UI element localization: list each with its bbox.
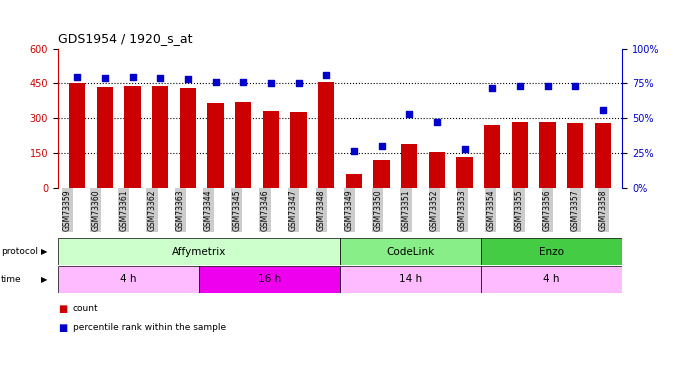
Text: ■: ■ [58,304,67,314]
Point [348,148,359,154]
Bar [58,238,340,265]
Point [155,75,166,81]
Text: GSM73348: GSM73348 [317,189,326,231]
Text: 16 h: 16 h [258,274,281,284]
Text: GSM73354: GSM73354 [486,189,495,231]
Text: Affymetrix: Affymetrix [172,247,226,256]
Point [238,79,249,85]
Text: GDS1954 / 1920_s_at: GDS1954 / 1920_s_at [58,32,192,45]
Text: GSM73352: GSM73352 [430,189,439,231]
Bar [567,123,583,188]
Point [99,75,110,81]
Text: time: time [1,275,21,284]
Bar [481,266,622,293]
Point [321,72,332,78]
Text: GSM73356: GSM73356 [543,189,551,231]
Text: GSM73360: GSM73360 [91,189,100,231]
Bar [97,87,113,188]
Text: GSM73357: GSM73357 [571,189,580,231]
Bar [594,123,611,188]
Bar [262,111,279,188]
Text: 4 h: 4 h [120,274,137,284]
Bar [340,266,481,293]
Text: GSM73344: GSM73344 [204,189,213,231]
Text: ▶: ▶ [41,275,48,284]
Point [293,81,304,87]
Text: GSM73353: GSM73353 [458,189,467,231]
Text: percentile rank within the sample: percentile rank within the sample [73,323,226,332]
Bar [69,84,86,188]
Bar [484,125,500,188]
Point [542,83,553,89]
Bar [199,266,340,293]
Bar [180,88,196,188]
Text: ■: ■ [58,323,67,333]
Point [570,83,581,89]
Text: protocol: protocol [1,247,37,256]
Bar [207,103,224,188]
Text: GSM73363: GSM73363 [176,189,185,231]
Point [127,74,138,80]
Text: GSM73362: GSM73362 [148,189,156,231]
Bar [428,152,445,188]
Bar [124,86,141,188]
Bar [401,144,418,188]
Bar [345,174,362,188]
Bar [58,266,199,293]
Point [514,83,525,89]
Text: count: count [73,304,99,313]
Bar [539,122,556,188]
Bar [456,158,473,188]
Point [265,81,276,87]
Point [459,146,470,152]
Text: GSM73361: GSM73361 [120,189,129,231]
Text: CodeLink: CodeLink [386,247,435,256]
Point [487,85,498,91]
Point [376,143,387,149]
Bar [152,86,169,188]
Point [431,119,442,125]
Bar [511,122,528,188]
Text: 14 h: 14 h [399,274,422,284]
Text: GSM73350: GSM73350 [373,189,382,231]
Point [404,111,415,117]
Text: 4 h: 4 h [543,274,560,284]
Point [598,107,609,113]
Text: GSM73347: GSM73347 [289,189,298,231]
Text: GSM73349: GSM73349 [345,189,354,231]
Text: Enzo: Enzo [539,247,564,256]
Text: GSM73345: GSM73345 [233,189,241,231]
Bar [340,238,481,265]
Bar [318,82,335,188]
Text: ▶: ▶ [41,247,48,256]
Point [71,74,82,80]
Point [182,76,193,82]
Bar [373,160,390,188]
Bar [481,238,622,265]
Text: GSM73355: GSM73355 [515,189,524,231]
Bar [235,102,252,188]
Text: GSM73351: GSM73351 [402,189,411,231]
Text: GSM73358: GSM73358 [599,189,608,231]
Text: GSM73346: GSM73346 [260,189,269,231]
Text: GSM73359: GSM73359 [63,189,72,231]
Point [210,79,221,85]
Bar [290,112,307,188]
